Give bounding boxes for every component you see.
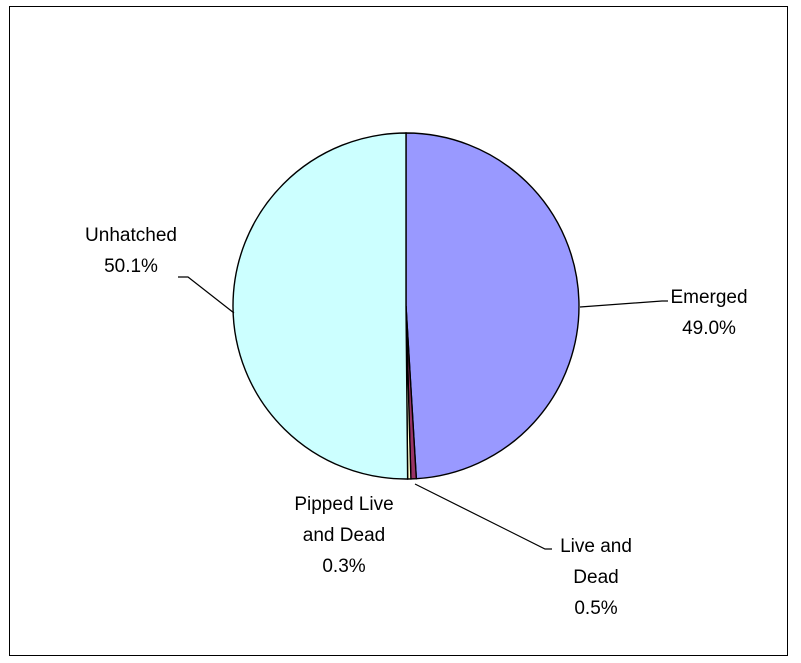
labels-layer: Emerged 49.0% Live and Dead 0.5% Pipped Live a… bbox=[85, 225, 748, 619]
pie-chart: Emerged 49.0% Live and Dead 0.5% Pipped Live a… bbox=[85, 132, 748, 619]
slices-layer bbox=[232, 132, 580, 480]
leader-line bbox=[178, 276, 235, 314]
data-label: Live and Dead 0.5% bbox=[560, 536, 632, 619]
data-label-percent: 49.0% bbox=[682, 318, 736, 339]
data-label: Unhatched 50.1% bbox=[85, 225, 177, 277]
data-label-name: Live and bbox=[560, 536, 632, 557]
data-label-name: and Dead bbox=[303, 525, 385, 546]
pie-slice-unhatched bbox=[232, 132, 409, 480]
data-label-percent: 0.5% bbox=[574, 598, 617, 619]
data-label: Emerged 49.0% bbox=[670, 287, 747, 339]
pie-slice-emerged bbox=[405, 132, 580, 480]
data-label-percent: 0.3% bbox=[322, 556, 365, 577]
data-label-percent: 50.1% bbox=[104, 256, 158, 277]
leader-line bbox=[579, 300, 668, 308]
data-label-name: Unhatched bbox=[85, 225, 177, 246]
data-label-name: Emerged bbox=[670, 287, 747, 308]
chart-frame: Emerged 49.0% Live and Dead 0.5% Pipped Live a… bbox=[9, 6, 788, 656]
leaders-layer bbox=[178, 276, 668, 550]
data-label-name: Pipped Live bbox=[294, 494, 393, 515]
leader-line bbox=[414, 483, 552, 550]
data-label-name: Dead bbox=[573, 567, 618, 588]
data-label: Pipped Live and Dead 0.3% bbox=[294, 494, 393, 577]
